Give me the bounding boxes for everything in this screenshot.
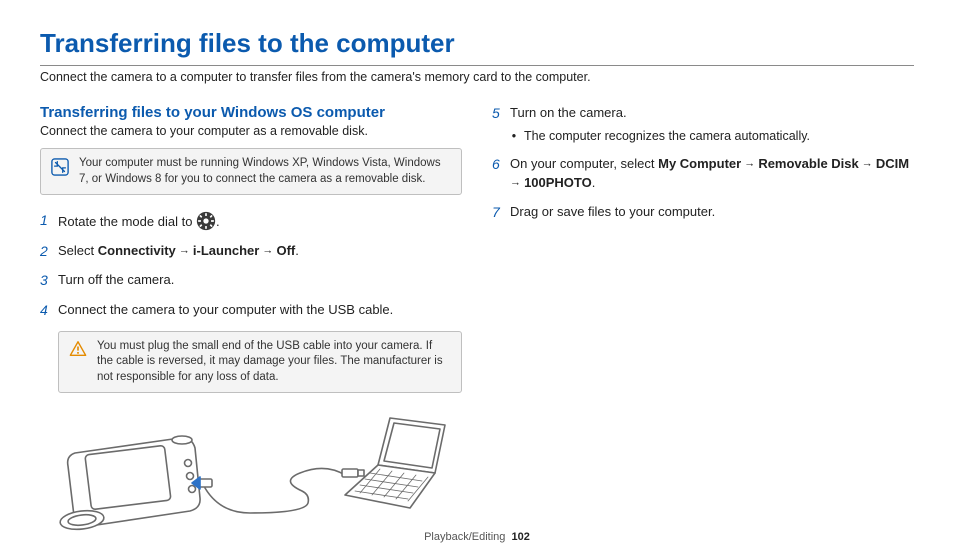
section-heading: Transferring files to your Windows OS co… [40, 104, 462, 121]
step-6-pre: On your computer, select [510, 156, 658, 171]
note-text: Your computer must be running Windows XP… [79, 156, 451, 187]
step-3-text: Turn off the camera. [58, 271, 174, 290]
page-footer: Playback/Editing 102 [0, 531, 954, 543]
page-number: 102 [512, 531, 530, 543]
left-column: Transferring files to your Windows OS co… [40, 104, 462, 548]
step-6: 6 On your computer, select My Computer →… [492, 155, 914, 193]
step-2-pre: Select [58, 243, 98, 258]
step-5-text: Turn on the camera. [510, 105, 627, 120]
settings-gear-icon [196, 211, 216, 231]
arrow-icon: → [741, 158, 758, 170]
title-rule [40, 65, 914, 66]
step-number: 2 [40, 242, 58, 262]
warning-icon [69, 340, 87, 358]
step-4: 4 Connect the camera to your computer wi… [40, 301, 462, 321]
step-7: 7 Drag or save files to your computer. [492, 203, 914, 223]
warning-text: You must plug the small end of the USB c… [97, 339, 451, 386]
right-column: 5 Turn on the camera. • The computer rec… [492, 104, 914, 548]
step-1-pre: Rotate the mode dial to [58, 214, 196, 229]
arrow-icon: → [176, 244, 193, 256]
arrow-icon: → [859, 158, 876, 170]
step-4-text: Connect the camera to your computer with… [58, 301, 393, 320]
note-icon [51, 158, 69, 176]
step-6-post: . [592, 175, 596, 190]
step-1-post: . [216, 214, 220, 229]
step-number: 1 [40, 211, 58, 231]
step-5-sub: • The computer recognizes the camera aut… [510, 127, 810, 145]
step-6-b3: DCIM [876, 156, 909, 171]
step-number: 4 [40, 301, 58, 321]
step-6-b1: My Computer [658, 156, 741, 171]
warning-box: You must plug the small end of the USB c… [58, 331, 462, 394]
step-7-text: Drag or save files to your computer. [510, 203, 715, 222]
step-1: 1 Rotate the mode dial to [40, 211, 462, 232]
step-6-b4: 100PHOTO [524, 175, 592, 190]
section-subtext: Connect the camera to your computer as a… [40, 124, 462, 138]
step-2-b1: Connectivity [98, 243, 176, 258]
step-number: 6 [492, 155, 510, 175]
steps-list-right: 5 Turn on the camera. • The computer rec… [492, 104, 914, 222]
step-2-b3: Off [276, 243, 295, 258]
step-6-b2: Removable Disk [758, 156, 858, 171]
step-5-sub-text: The computer recognizes the camera autom… [524, 127, 810, 145]
step-number: 5 [492, 104, 510, 124]
step-number: 7 [492, 203, 510, 223]
step-2-post: . [295, 243, 299, 258]
step-5: 5 Turn on the camera. • The computer rec… [492, 104, 914, 145]
step-2-b2: i-Launcher [193, 243, 259, 258]
page-subtitle: Connect the camera to a computer to tran… [40, 70, 914, 84]
bullet-dot: • [510, 127, 518, 145]
step-number: 3 [40, 271, 58, 291]
usb-illustration [50, 413, 462, 548]
page-title: Transferring files to the computer [40, 28, 914, 59]
arrow-icon: → [510, 177, 524, 189]
step-3: 3 Turn off the camera. [40, 271, 462, 291]
step-2: 2 Select Connectivity → i-Launcher → Off… [40, 242, 462, 262]
steps-list-left: 1 Rotate the mode dial to [40, 211, 462, 321]
note-box: Your computer must be running Windows XP… [40, 148, 462, 195]
footer-section: Playback/Editing [424, 531, 505, 543]
arrow-icon: → [259, 244, 276, 256]
